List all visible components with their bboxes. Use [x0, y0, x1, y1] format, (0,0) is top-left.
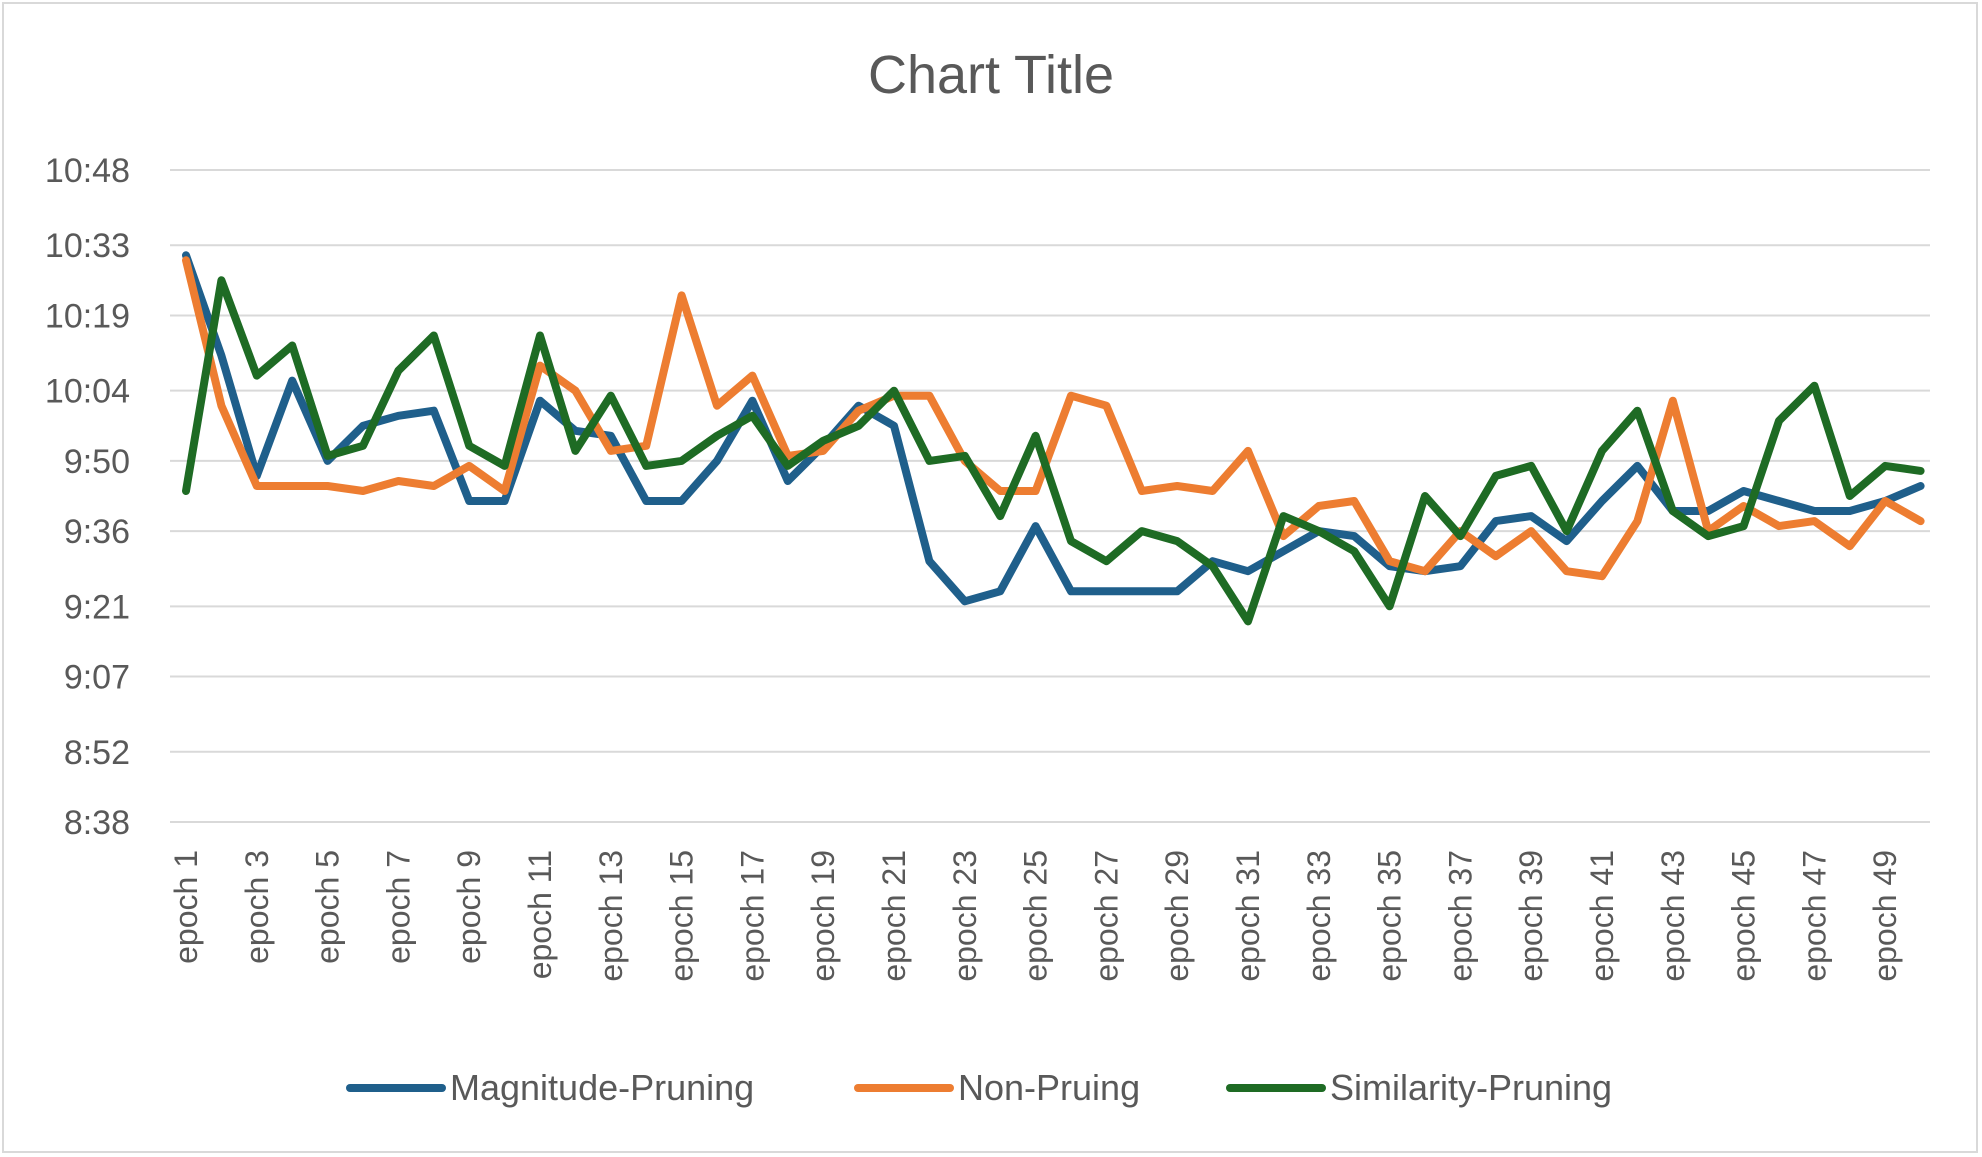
y-tick-label: 9:50	[64, 443, 130, 481]
y-tick-label: 9:21	[64, 588, 130, 626]
y-tick-label: 8:52	[64, 734, 130, 772]
x-tick-label: epoch 5	[310, 850, 346, 964]
x-tick-label: epoch 31	[1230, 850, 1266, 982]
y-tick-label: 10:48	[45, 152, 130, 190]
x-tick-label: epoch 15	[664, 850, 700, 982]
series-line-similarity-pruning	[182, 276, 1925, 626]
x-tick-label: epoch 21	[876, 850, 912, 982]
x-tick-label: epoch 1	[168, 850, 204, 964]
x-tick-label: epoch 35	[1372, 850, 1408, 982]
y-tick-label: 9:36	[64, 513, 130, 551]
x-tick-label: epoch 17	[734, 850, 770, 982]
series-line-magnitude-pruning	[182, 251, 1925, 606]
x-tick-label: epoch 27	[1088, 850, 1124, 982]
series-lines	[182, 251, 1925, 626]
series-line-non-pruing	[182, 256, 1925, 581]
x-tick-label: epoch 3	[239, 850, 275, 964]
legend: Magnitude-Pruning Non-Pruing Similarity-Pr…	[346, 1067, 1612, 1108]
x-tick-label: epoch 33	[1301, 850, 1337, 982]
x-axis-ticks: epoch 1 epoch 3 epoch 5 epoch 7 epoch 9 epoch…	[168, 850, 1903, 982]
x-tick-label: epoch 49	[1867, 850, 1903, 982]
x-tick-label: epoch 43	[1655, 850, 1691, 982]
x-tick-label: epoch 25	[1018, 850, 1054, 982]
legend-label: Magnitude-Pruning	[450, 1067, 754, 1108]
x-tick-label: epoch 39	[1513, 850, 1549, 982]
legend-label: Non-Pruing	[958, 1067, 1140, 1108]
y-tick-label: 10:04	[45, 373, 130, 411]
x-tick-label: epoch 13	[593, 850, 629, 982]
x-tick-label: epoch 19	[805, 850, 841, 982]
y-tick-label: 10:19	[45, 297, 130, 335]
x-tick-label: epoch 23	[947, 850, 983, 982]
y-tick-label: 10:33	[45, 227, 130, 265]
y-tick-label: 9:07	[64, 659, 130, 697]
x-tick-label: epoch 47	[1796, 850, 1832, 982]
x-tick-label: epoch 29	[1159, 850, 1195, 982]
x-tick-label: epoch 37	[1442, 850, 1478, 982]
y-tick-label: 8:38	[64, 804, 130, 842]
chart-title: Chart Title	[868, 45, 1114, 105]
x-tick-label: epoch 11	[522, 850, 558, 979]
x-tick-label: epoch 7	[380, 850, 416, 964]
legend-label: Similarity-Pruning	[1330, 1067, 1612, 1108]
gridlines	[170, 169, 1930, 823]
x-tick-label: epoch 45	[1726, 850, 1762, 982]
y-axis-ticks: 8:38 8:52 9:07 9:21 9:36 9:50 10:04 10:19 10:33 1…	[45, 152, 130, 842]
x-tick-label: epoch 9	[451, 850, 487, 964]
x-tick-label: epoch 41	[1584, 850, 1620, 982]
